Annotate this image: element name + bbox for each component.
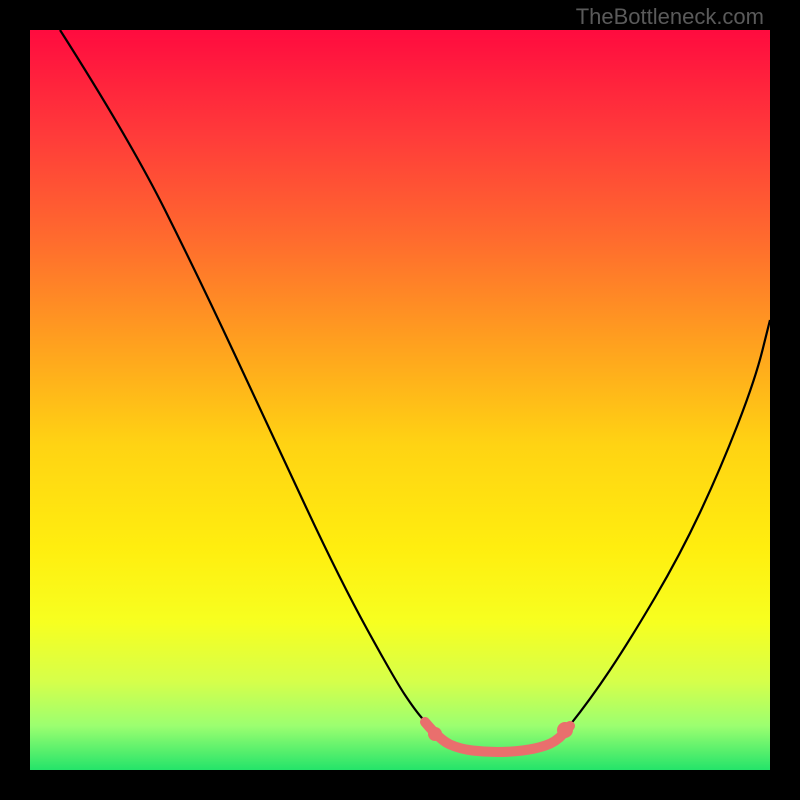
chart-container: TheBottleneck.com [0,0,800,800]
left-curve [60,30,428,725]
right-curve [570,320,770,725]
border-right [770,0,800,800]
border-bottom [0,770,800,800]
valley-segment [425,722,570,752]
valley-dot-right [557,722,573,738]
watermark-text: TheBottleneck.com [576,4,764,30]
valley-dot-left [428,727,442,741]
border-left [0,0,30,800]
curve-layer [0,0,800,800]
